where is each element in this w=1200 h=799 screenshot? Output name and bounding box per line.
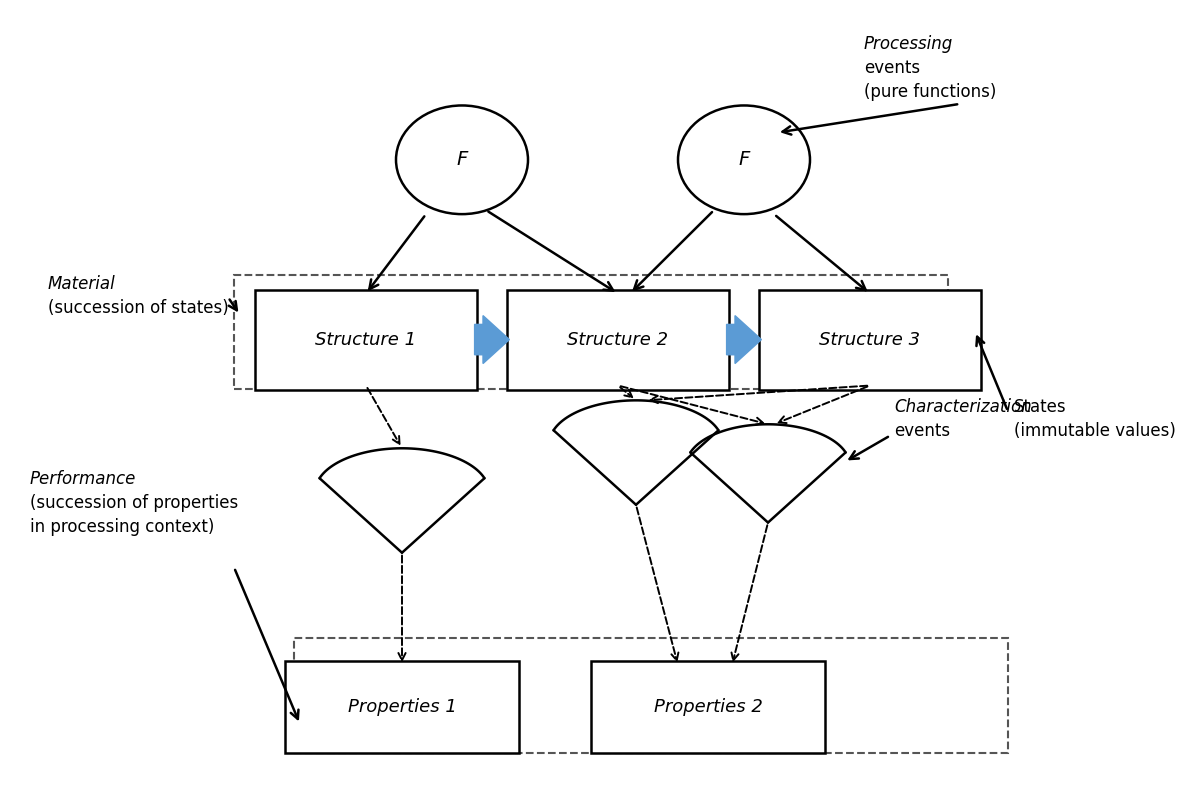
FancyBboxPatch shape (590, 662, 826, 753)
Text: (pure functions): (pure functions) (864, 83, 996, 101)
Text: F: F (738, 150, 750, 169)
Bar (234, 275, 948, 389)
Text: Properties 2: Properties 2 (654, 698, 762, 716)
FancyArrow shape (727, 316, 762, 364)
Text: Structure 3: Structure 3 (820, 331, 920, 348)
FancyBboxPatch shape (508, 290, 728, 390)
Text: events: events (864, 59, 920, 77)
FancyBboxPatch shape (758, 290, 982, 390)
Text: States: States (1014, 399, 1067, 416)
Text: Structure 1: Structure 1 (316, 331, 416, 348)
FancyBboxPatch shape (286, 662, 520, 753)
Ellipse shape (396, 105, 528, 214)
Text: (immutable values): (immutable values) (1014, 423, 1176, 440)
Text: Performance: Performance (30, 471, 137, 488)
Text: Structure 2: Structure 2 (568, 331, 668, 348)
FancyArrow shape (475, 316, 509, 364)
FancyBboxPatch shape (256, 290, 476, 390)
Text: Processing: Processing (864, 35, 953, 53)
Text: events: events (894, 423, 950, 440)
Text: Properties 1: Properties 1 (348, 698, 456, 716)
Bar (294, 638, 1008, 753)
Text: in processing context): in processing context) (30, 519, 215, 536)
Ellipse shape (678, 105, 810, 214)
Text: Material: Material (48, 275, 115, 292)
Text: (succession of states): (succession of states) (48, 299, 229, 316)
Text: (succession of properties: (succession of properties (30, 495, 239, 512)
Text: Characterization: Characterization (894, 399, 1032, 416)
Text: F: F (456, 150, 468, 169)
